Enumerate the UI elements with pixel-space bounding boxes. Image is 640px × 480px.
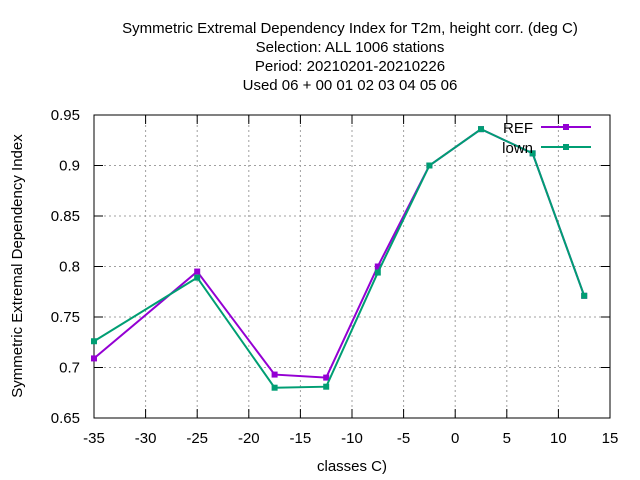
data-point [271,371,278,378]
series-lown [91,126,588,391]
chart-title: Symmetric Extremal Dependency Index for … [122,20,578,94]
y-tick-label: 0.65 [51,410,80,427]
data-point [426,162,433,169]
data-point [529,150,536,157]
x-tick-labels: -35 -30 -25 -20 -15 -10 -5 0 5 10 15 [83,430,618,447]
axis-ticks [93,114,611,419]
data-point [271,384,278,391]
data-point [581,292,588,299]
data-point [374,269,381,276]
grid [94,115,610,418]
data-point [91,355,97,362]
x-tick-label: 15 [602,430,619,447]
x-tick-label: -20 [238,430,260,447]
title-line: Selection: ALL 1006 stations [256,39,445,56]
legend: REF lown [502,120,591,157]
x-tick-label: -35 [83,430,105,447]
data-point [374,263,381,270]
y-tick-label: 0.8 [59,259,80,276]
x-axis-label: classes C) [317,458,387,475]
legend-label: REF [503,120,533,137]
data-point [478,126,484,133]
series [91,126,588,391]
data-point [323,383,330,390]
x-tick-label: -5 [397,430,410,447]
y-tick-label: 0.9 [59,158,80,175]
series-REF [91,126,588,381]
data-point [194,268,201,275]
x-tick-label: 0 [451,430,459,447]
x-tick-label: -30 [135,430,157,447]
x-tick-label: 5 [503,430,511,447]
data-point [323,374,330,381]
legend-label: lown [502,140,533,157]
y-axis-label: Symmetric Extremal Dependency Index [9,134,26,398]
legend-marker [563,144,569,150]
y-tick-label: 0.85 [51,208,80,225]
x-tick-label: -15 [290,430,312,447]
title-line: Period: 20210201-20210226 [255,58,445,75]
title-line: Used 06 + 00 01 02 03 04 05 06 [243,77,458,94]
series-line [93,127,586,379]
y-tick-labels: 0.65 0.7 0.75 0.8 0.85 0.9 0.95 [51,107,80,427]
x-tick-label: 10 [550,430,567,447]
data-point [194,274,201,281]
y-tick-label: 0.7 [59,360,80,377]
y-tick-label: 0.75 [51,309,80,326]
x-tick-label: -25 [186,430,208,447]
title-line: Symmetric Extremal Dependency Index for … [122,20,578,37]
legend-marker [563,124,569,130]
y-tick-label: 0.95 [51,107,80,124]
data-point [91,338,97,345]
x-tick-label: -10 [341,430,363,447]
